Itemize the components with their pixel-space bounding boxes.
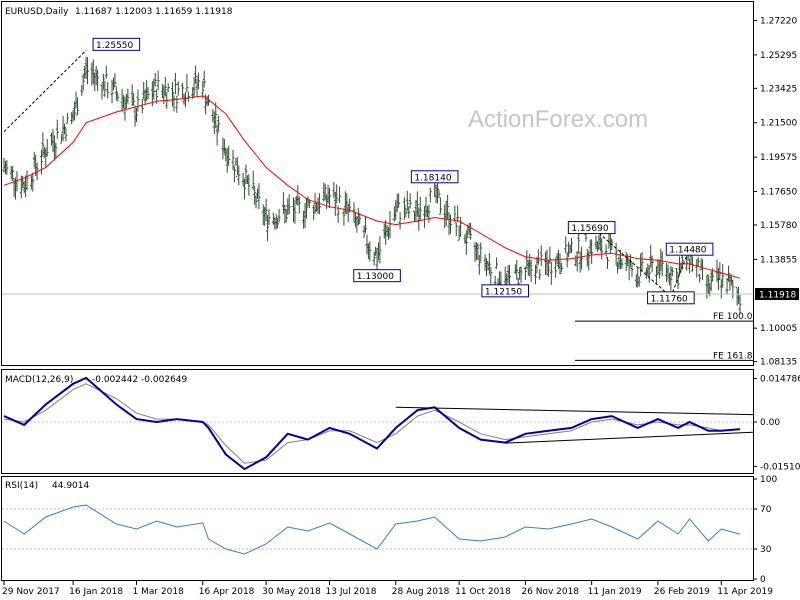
price-header-ohlc: 1.11687 1.12003 1.11659 1.11918 <box>75 7 233 17</box>
macd-header-name: MACD(12,26,9) <box>5 375 73 385</box>
annotation-box <box>665 242 714 256</box>
annotation-box <box>567 221 616 235</box>
annotation-box <box>647 291 695 305</box>
annotation-box <box>353 269 401 283</box>
rsi-header-value: 44.9014 <box>52 481 89 491</box>
x-tick-label: 11 Oct 2018 <box>455 587 511 597</box>
macd-layer <box>2 376 754 471</box>
price-y-tick-label: 1.21500 <box>760 119 797 129</box>
rsi-y-tick-label: 0 <box>760 575 766 585</box>
annotation-label: 1.11760 <box>651 294 688 304</box>
macd-line <box>3 376 741 471</box>
x-tick-label: 13 Jul 2018 <box>326 587 377 597</box>
annotation-label: 1.14480 <box>669 246 706 256</box>
axis-layer: 1.27220 1.25295 1.23425 1.21500 1.19575 1.176… <box>2 17 800 597</box>
x-tick-label: 16 Jan 2018 <box>69 587 123 597</box>
watermark: ActionForex.com <box>468 106 648 133</box>
rsi-layer <box>2 504 753 555</box>
price-panel-frame <box>1 1 754 366</box>
x-tick-label: 26 Feb 2019 <box>654 587 710 597</box>
price-header-symbol: EURUSD,Daily <box>5 7 69 17</box>
price-layer: FE 100.0 FE 161.8 1.25550 1.18140 1.13000 1.1… <box>2 37 799 361</box>
x-tick-label: 26 Nov 2018 <box>521 587 579 597</box>
ma-line <box>3 95 741 279</box>
x-tick-label: 11 Jan 2019 <box>588 587 642 597</box>
annotation-label: 1.18140 <box>414 173 451 183</box>
price-y-tick-label: 1.17650 <box>760 188 797 198</box>
macd-header-values: -0.002442 -0.002649 <box>92 375 188 385</box>
x-tick-label: 30 May 2018 <box>262 587 321 597</box>
current-price-tag <box>755 287 799 300</box>
rsi-y-tick-label: 30 <box>760 545 772 555</box>
annotation-label: 1.12150 <box>485 287 522 297</box>
price-y-tick-label: 1.27220 <box>760 17 797 27</box>
macd-y-tick-label: 0.014786 <box>760 375 800 385</box>
rsi-line <box>3 504 741 555</box>
rsi-panel-frame <box>1 476 754 581</box>
annotation-box <box>410 170 459 184</box>
macd-trend-lower <box>505 431 754 444</box>
macd-trend-upper <box>395 406 754 416</box>
x-tick-label: 1 Mar 2018 <box>133 587 185 597</box>
price-y-tick-label: 1.19575 <box>760 153 797 163</box>
price-y-tick-label: 1.13855 <box>760 255 797 265</box>
rsi-y-tick-label: 100 <box>760 475 777 485</box>
trend-dash-3 <box>670 248 691 297</box>
trend-dash-1 <box>3 50 87 133</box>
rsi-y-tick-label: 70 <box>760 505 772 515</box>
annotation-label: 1.25550 <box>96 41 133 51</box>
rsi-header-name: RSI(14) <box>5 481 38 491</box>
annotation-label: 1.15690 <box>571 224 608 234</box>
macd-y-tick-label: -0.015107 <box>760 462 800 472</box>
x-tick-label: 11 Apr 2019 <box>717 587 773 597</box>
price-y-tick-label: 1.08135 <box>760 358 797 368</box>
annotation-box <box>92 37 141 51</box>
price-y-tick-label: 1.25295 <box>760 51 797 61</box>
current-price-text: 1.11918 <box>759 290 796 300</box>
annotation-box <box>481 284 530 298</box>
trend-dash-2 <box>591 226 672 298</box>
fe-label: FE 161.8 <box>713 351 753 361</box>
x-tick-label: 28 Aug 2018 <box>392 587 450 597</box>
fe-label: FE 100.0 <box>713 312 753 322</box>
price-y-tick-label: 1.10005 <box>760 324 797 334</box>
price-y-tick-label: 1.23425 <box>760 84 797 94</box>
x-tick-label: 29 Nov 2017 <box>2 587 60 597</box>
signal-line <box>3 383 741 464</box>
annotation-label: 1.13000 <box>357 272 394 282</box>
macd-y-tick-label: 0.00 <box>760 418 780 428</box>
price-y-tick-label: 1.15780 <box>760 221 797 231</box>
x-tick-label: 16 Apr 2018 <box>199 587 255 597</box>
